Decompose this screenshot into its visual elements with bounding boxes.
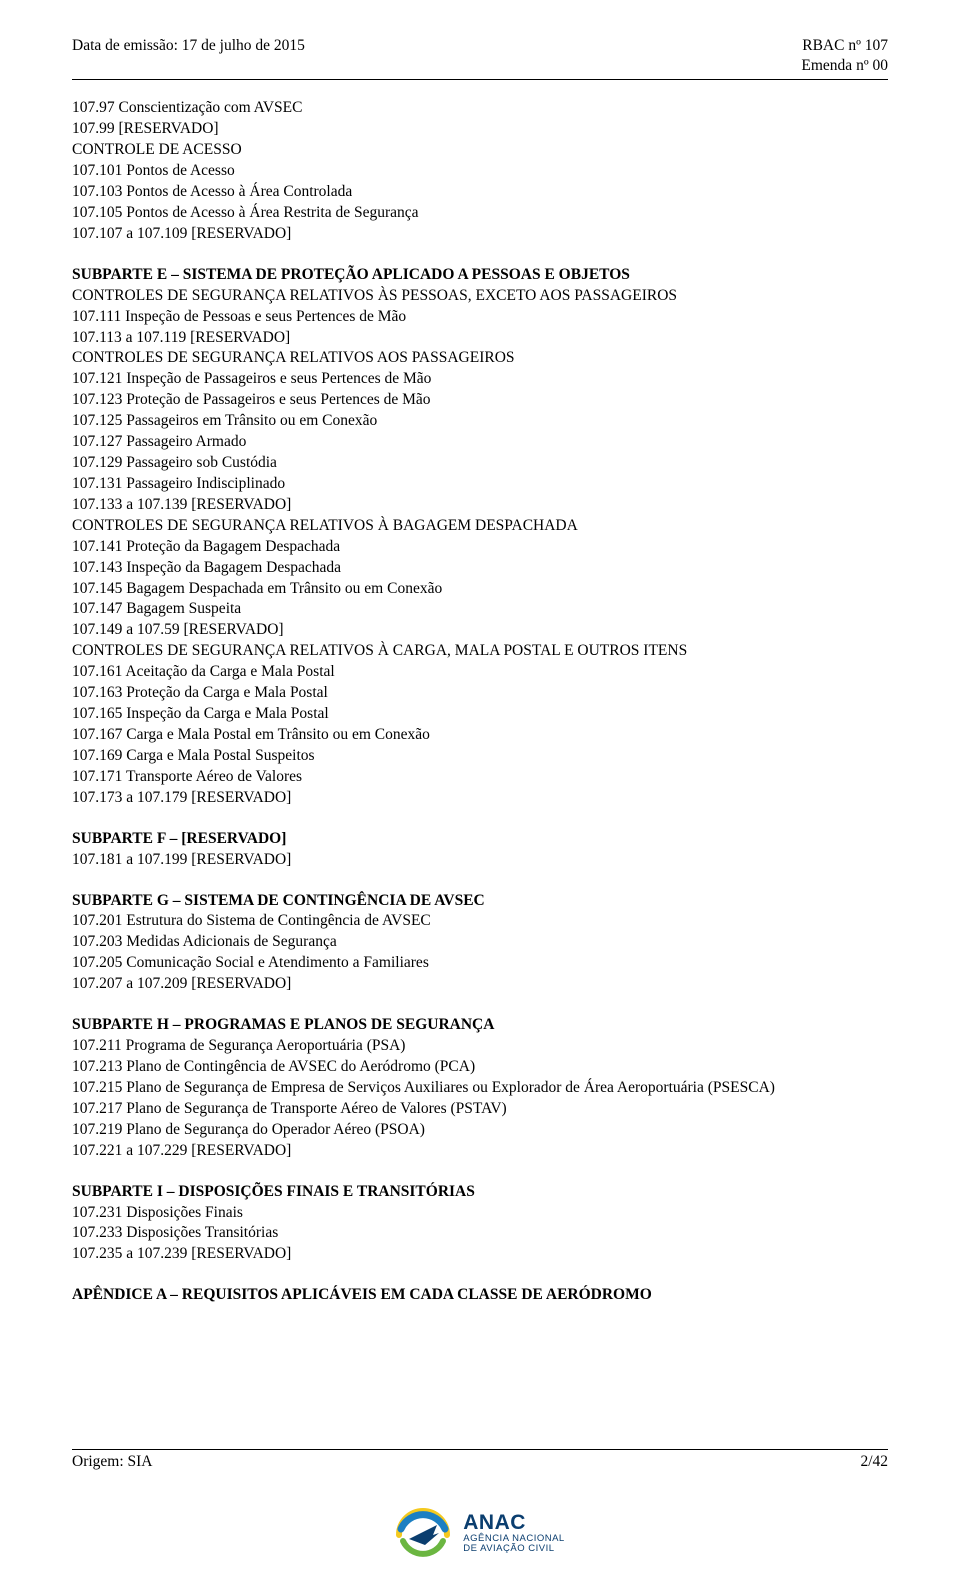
- toc-line: 107.221 a 107.229 [RESERVADO]: [72, 1141, 888, 1162]
- header-docref: RBAC nº 107 Emenda nº 00: [801, 36, 888, 76]
- toc-line: 107.205 Comunicação Social e Atendimento…: [72, 953, 888, 974]
- footer-page-number: 2/42: [860, 1453, 888, 1471]
- toc-line: 107.123 Proteção de Passageiros e seus P…: [72, 390, 888, 411]
- blank-line: [72, 245, 888, 265]
- section-heading: SUBPARTE E – SISTEMA DE PROTEÇÃO APLICAD…: [72, 265, 888, 286]
- header-docref-line1: RBAC nº 107: [801, 36, 888, 56]
- toc-line: 107.99 [RESERVADO]: [72, 119, 888, 140]
- toc-line: CONTROLES DE SEGURANÇA RELATIVOS À CARGA…: [72, 641, 888, 662]
- toc-line: 107.211 Programa de Segurança Aeroportuá…: [72, 1036, 888, 1057]
- toc-line: CONTROLE DE ACESSO: [72, 140, 888, 161]
- toc-line: 107.147 Bagagem Suspeita: [72, 599, 888, 620]
- toc-line: 107.113 a 107.119 [RESERVADO]: [72, 328, 888, 349]
- toc-line: CONTROLES DE SEGURANÇA RELATIVOS À BAGAG…: [72, 516, 888, 537]
- toc-line: 107.127 Passageiro Armado: [72, 432, 888, 453]
- toc-line: 107.181 a 107.199 [RESERVADO]: [72, 850, 888, 871]
- toc-line: 107.111 Inspeção de Pessoas e seus Perte…: [72, 307, 888, 328]
- toc-line: 107.97 Conscientização com AVSEC: [72, 98, 888, 119]
- toc-line: 107.129 Passageiro sob Custódia: [72, 453, 888, 474]
- toc-line: 107.121 Inspeção de Passageiros e seus P…: [72, 369, 888, 390]
- section-heading: SUBPARTE H – PROGRAMAS E PLANOS DE SEGUR…: [72, 1015, 888, 1036]
- toc-line: CONTROLES DE SEGURANÇA RELATIVOS ÀS PESS…: [72, 286, 888, 307]
- toc-line: 107.217 Plano de Segurança de Transporte…: [72, 1099, 888, 1120]
- page-footer: Origem: SIA 2/42: [72, 1449, 888, 1471]
- footer-origin: Origem: SIA: [72, 1453, 153, 1471]
- anac-logo-text: ANAC AGÊNCIA NACIONALDE AVIAÇÃO CIVIL: [463, 1512, 564, 1554]
- toc-line: 107.125 Passageiros em Trânsito ou em Co…: [72, 411, 888, 432]
- toc-line: 107.215 Plano de Segurança de Empresa de…: [72, 1078, 888, 1099]
- blank-line: [72, 871, 888, 891]
- footer-rule: [72, 1449, 888, 1450]
- section-heading: APÊNDICE A – REQUISITOS APLICÁVEIS EM CA…: [72, 1285, 888, 1306]
- section-heading: SUBPARTE G – SISTEMA DE CONTINGÊNCIA DE …: [72, 891, 888, 912]
- header-rule: [72, 79, 888, 80]
- anac-logo-subtitle: AGÊNCIA NACIONALDE AVIAÇÃO CIVIL: [463, 1534, 564, 1554]
- toc-line: 107.165 Inspeção da Carga e Mala Postal: [72, 704, 888, 725]
- toc-line: 107.149 a 107.59 [RESERVADO]: [72, 620, 888, 641]
- toc-line: 107.143 Inspeção da Bagagem Despachada: [72, 558, 888, 579]
- toc-line: 107.169 Carga e Mala Postal Suspeitos: [72, 746, 888, 767]
- toc-line: 107.213 Plano de Contingência de AVSEC d…: [72, 1057, 888, 1078]
- section-heading: SUBPARTE F – [RESERVADO]: [72, 829, 888, 850]
- toc-line: 107.203 Medidas Adicionais de Segurança: [72, 932, 888, 953]
- blank-line: [72, 995, 888, 1015]
- toc-line: CONTROLES DE SEGURANÇA RELATIVOS AOS PAS…: [72, 348, 888, 369]
- toc-line: 107.231 Disposições Finais: [72, 1203, 888, 1224]
- toc-line: 107.103 Pontos de Acesso à Área Controla…: [72, 182, 888, 203]
- toc-line: 107.101 Pontos de Acesso: [72, 161, 888, 182]
- toc-line: 107.107 a 107.109 [RESERVADO]: [72, 224, 888, 245]
- toc-line: 107.167 Carga e Mala Postal em Trânsito …: [72, 725, 888, 746]
- section-heading: SUBPARTE I – DISPOSIÇÕES FINAIS E TRANSI…: [72, 1182, 888, 1203]
- anac-logo: ANAC AGÊNCIA NACIONALDE AVIAÇÃO CIVIL: [395, 1505, 564, 1561]
- blank-line: [72, 1265, 888, 1285]
- toc-line: 107.173 a 107.179 [RESERVADO]: [72, 788, 888, 809]
- toc-line: 107.219 Plano de Segurança do Operador A…: [72, 1120, 888, 1141]
- toc-line: 107.131 Passageiro Indisciplinado: [72, 474, 888, 495]
- page: Data de emissão: 17 de julho de 2015 RBA…: [0, 0, 960, 1306]
- anac-logo-icon: [395, 1505, 451, 1561]
- toc-line: 107.171 Transporte Aéreo de Valores: [72, 767, 888, 788]
- toc-line: 107.161 Aceitação da Carga e Mala Postal: [72, 662, 888, 683]
- toc-line: 107.235 a 107.239 [RESERVADO]: [72, 1244, 888, 1265]
- toc-line: 107.163 Proteção da Carga e Mala Postal: [72, 683, 888, 704]
- document-body: 107.97 Conscientização com AVSEC107.99 […: [72, 98, 888, 1306]
- toc-line: 107.105 Pontos de Acesso à Área Restrita…: [72, 203, 888, 224]
- toc-line: 107.141 Proteção da Bagagem Despachada: [72, 537, 888, 558]
- blank-line: [72, 809, 888, 829]
- page-header: Data de emissão: 17 de julho de 2015 RBA…: [72, 36, 888, 76]
- header-docref-line2: Emenda nº 00: [801, 56, 888, 76]
- blank-line: [72, 1162, 888, 1182]
- toc-line: 107.207 a 107.209 [RESERVADO]: [72, 974, 888, 995]
- toc-line: 107.145 Bagagem Despachada em Trânsito o…: [72, 579, 888, 600]
- toc-line: 107.233 Disposições Transitórias: [72, 1223, 888, 1244]
- toc-line: 107.133 a 107.139 [RESERVADO]: [72, 495, 888, 516]
- header-date: Data de emissão: 17 de julho de 2015: [72, 36, 305, 76]
- footer-row: Origem: SIA 2/42: [72, 1453, 888, 1471]
- toc-line: 107.201 Estrutura do Sistema de Contingê…: [72, 911, 888, 932]
- logo-container: ANAC AGÊNCIA NACIONALDE AVIAÇÃO CIVIL: [0, 1505, 960, 1561]
- anac-logo-brand: ANAC: [463, 1512, 564, 1534]
